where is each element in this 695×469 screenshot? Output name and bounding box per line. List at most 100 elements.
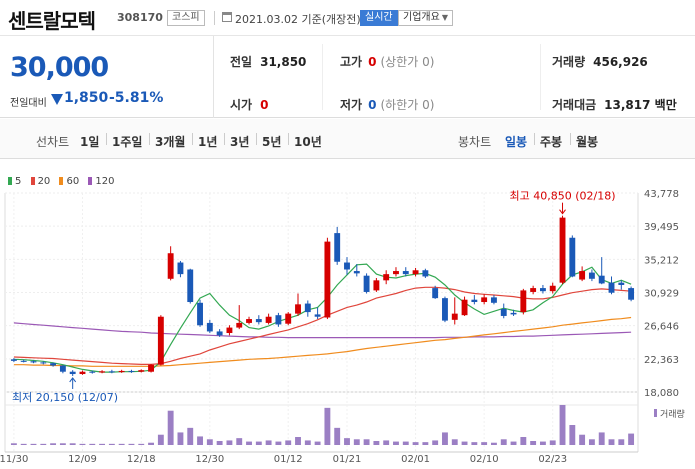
volume-bar [628,433,635,445]
candle-body [285,313,292,324]
divider [322,44,323,110]
tab-3m[interactable]: 3개월 [155,135,186,149]
company-info-dropdown[interactable]: 기업개요 ▼ [398,10,453,26]
volume-bar [432,440,439,445]
tab-10y[interactable]: 10년 [294,135,322,149]
volume-bar [608,439,615,445]
volume-bar [59,443,66,445]
candle-body [618,282,625,285]
volume-bar [177,432,184,445]
stock-header: 센트랄모텍 308170 코스피 2021.03.02 기준(개장전) 실시간 … [0,0,695,36]
volume-bar [324,407,331,445]
volume-bar [471,442,478,445]
low-arrow-head [69,377,77,383]
amount-value: 13,817 백만 [604,98,677,112]
legend-swatch [8,177,12,185]
x-tick-label: 11/30 [0,454,28,465]
candle-body [461,299,468,316]
volume-bar [598,432,605,445]
tab-1d[interactable]: 1일 [80,135,100,149]
stock-name: 센트랄모텍 [8,9,96,33]
tab-weekly[interactable]: 주봉 [540,135,563,149]
high-label: 고가 [340,55,363,69]
legend-label: 120 [95,176,115,187]
volume-bar [10,443,17,445]
candle-body [510,312,517,315]
volume-bar [530,441,537,445]
prev-close: 전일 31,850 [230,53,306,70]
legend-label: 5 [15,176,22,187]
tab-5y[interactable]: 5년 [262,135,282,149]
tab-3y[interactable]: 3년 [230,135,250,149]
down-triangle-icon [51,94,63,105]
volume-bar [246,441,252,445]
ma20-line [13,286,632,365]
volume-bar [128,443,135,445]
volume-bar [30,443,37,445]
candle-body [569,237,576,277]
candle-body [539,288,546,292]
divider [224,133,225,145]
candle-body [148,364,154,372]
volume-bar [491,442,497,445]
y-tick-label: 43,778 [644,189,679,200]
volume-bar [20,443,27,445]
legend-ma60: 60 [59,176,79,187]
volume-label: 거래량 [660,408,685,420]
candle-body [69,371,76,375]
volume-bar [461,441,468,445]
candle-body [236,322,243,328]
tab-1y[interactable]: 1년 [198,135,218,149]
tab-1w[interactable]: 1주일 [112,135,143,149]
price-box: 30,000 전일대비 1,850 -5.81% [0,36,214,118]
legend-swatch [88,177,93,185]
legend-label: 20 [37,176,51,187]
volume-bar [579,434,586,445]
x-tick-label: 02/01 [401,454,430,465]
volume-bar [265,440,272,445]
volume-bar [255,441,262,445]
open-value: 0 [260,98,269,112]
lower-limit: (하한가 0) [380,98,435,112]
realtime-button[interactable]: 실시간 [360,10,398,26]
divider [534,133,535,145]
chart-menu: 선차트 1일 1주일 3개월 1년 3년 5년 10년 봉차트 일봉 주봉 월봉 [0,119,695,159]
volume-bar [138,443,145,445]
y-tick-label: 30,929 [644,289,679,300]
quote-panel: 30,000 전일대비 1,850 -5.81% 전일 31,850 고가 0 (상한… [0,36,695,118]
candle-body [471,299,478,303]
volume-bar [500,439,507,445]
ma5-line [13,263,632,373]
volume-bar [510,441,517,445]
candle-body [383,274,390,281]
volume-bar [383,440,390,445]
line-chart-label: 선차트 [36,135,70,149]
candle-body [40,362,47,364]
low: 저가 0 (하한가 0) [340,96,434,113]
candle-body [393,271,399,275]
candle-body [187,269,194,303]
tab-daily[interactable]: 일봉 [505,135,528,149]
y-tick-label: 18,080 [644,388,679,399]
tab-monthly[interactable]: 월봉 [576,135,599,149]
volume-bar [334,427,341,445]
candle-body [500,308,507,316]
change-value: 1,850 [64,90,109,106]
high-value: 0 [368,55,377,69]
volume-bar [79,443,86,445]
low-value: 0 [368,98,377,112]
volume-bar [99,443,106,445]
candle-body [579,271,586,280]
change-label: 전일대비 [10,98,47,109]
candle-body [304,303,311,313]
candle-body [167,253,174,279]
candle-body [373,280,380,291]
x-tick-label: 12/30 [195,454,224,465]
candle-body [20,360,27,362]
low-label: 저가 [340,98,363,112]
volume-bar [412,442,419,445]
trade-amount: 거래대금 13,817 백만 [552,96,677,113]
candle-body [344,262,350,270]
divider [288,133,289,145]
